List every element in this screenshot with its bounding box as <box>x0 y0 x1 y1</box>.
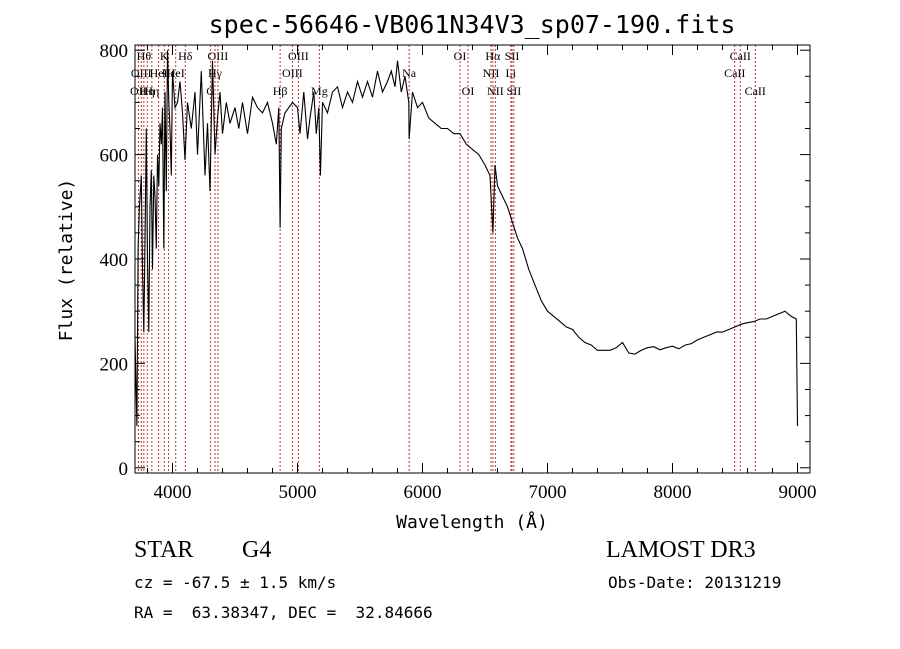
line-marker-label: Hβ <box>273 84 288 98</box>
x-tick-label: 7000 <box>529 482 567 503</box>
coordinates-readout: RA = 63.38347, DEC = 32.84666 <box>134 603 433 622</box>
line-marker-label: CaII <box>724 66 745 80</box>
line-marker-label: OI <box>454 49 467 63</box>
line-marker-label: OII <box>130 84 147 98</box>
y-tick-label: 0 <box>119 459 129 480</box>
line-marker-label: Hγ <box>208 66 223 80</box>
plot-frame <box>134 44 811 474</box>
line-marker-label: Hη <box>140 84 155 98</box>
y-tick-label: 600 <box>100 146 129 167</box>
line-marker-label: Hη <box>144 84 159 98</box>
x-tick-label: 8000 <box>654 482 692 503</box>
line-marker-label: Hθ <box>137 49 152 63</box>
y-tick-label: 200 <box>100 354 129 375</box>
line-marker-label: OIII <box>208 49 229 63</box>
object-subclass: G4 <box>242 537 272 563</box>
line-marker-label: SII <box>507 84 522 98</box>
line-marker-label: HeI <box>150 66 168 80</box>
line-marker-label: Mg <box>311 84 328 98</box>
observation-date: Obs-Date: 20131219 <box>608 573 782 592</box>
line-marker-label: Hα <box>485 49 501 63</box>
line-marker-label: OI <box>462 84 475 98</box>
line-marker-label: Hδ <box>178 49 193 63</box>
line-marker-label: NII <box>483 66 500 80</box>
velocity-readout: cz = -67.5 ± 1.5 km/s <box>134 573 337 592</box>
y-axis-label: Flux (relative) <box>56 179 77 342</box>
line-marker-label: CaII <box>730 49 751 63</box>
line-marker-label: Li <box>506 66 517 80</box>
chart-title: spec-56646-VB061N34V3_sp07-190.fits <box>209 10 736 39</box>
x-tick-label: 5000 <box>279 482 317 503</box>
line-marker-label: CaII <box>745 84 766 98</box>
y-tick-label: 400 <box>100 250 129 271</box>
line-marker-label: G <box>206 84 215 98</box>
line-marker-label: OIII <box>131 66 152 80</box>
line-marker-label: OIII <box>288 49 309 63</box>
x-tick-label: 6000 <box>404 482 442 503</box>
line-marker-label: HeI <box>167 66 185 80</box>
spectrum-line <box>134 50 799 427</box>
line-marker-label: K <box>160 49 169 63</box>
line-marker-label: OIII <box>282 66 303 80</box>
object-class: STAR <box>134 537 194 563</box>
x-axis-label: Wavelength (Å) <box>396 511 548 533</box>
x-tick-label: 4000 <box>154 482 192 503</box>
axis-ticks: 4000 5000 6000 7000 8000 9000 0 200 400 600 800 <box>100 41 817 503</box>
x-tick-label: 9000 <box>779 482 817 503</box>
y-tick-label: 800 <box>100 41 129 62</box>
line-marker-label: Na <box>402 66 417 80</box>
survey-name: LAMOST DR3 <box>606 537 756 563</box>
line-marker-label: SII <box>505 49 520 63</box>
line-marker-label: NII <box>487 84 504 98</box>
